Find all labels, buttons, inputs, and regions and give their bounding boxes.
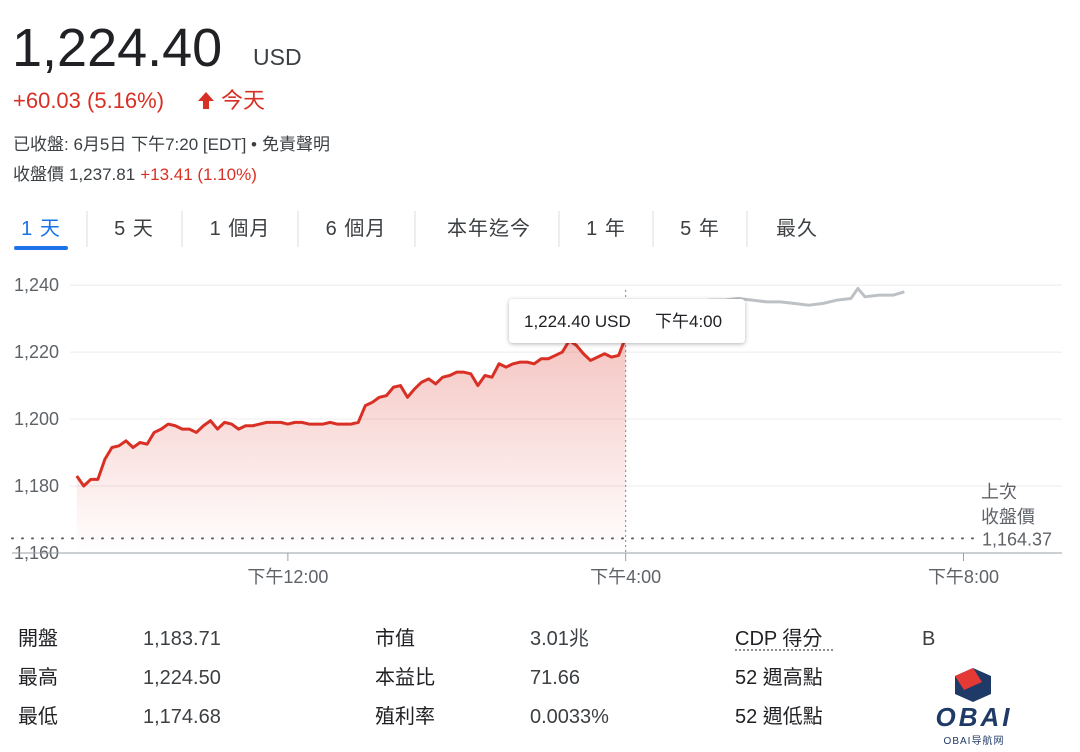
range-tab[interactable]: 5 天: [114, 218, 154, 240]
stat-value: B: [922, 628, 935, 650]
price: 1,224.40: [12, 18, 222, 78]
stat-label: 開盤: [18, 627, 58, 650]
tooltip-time: 下午4:00: [655, 312, 722, 331]
y-tick-label: 1,200: [14, 409, 59, 429]
range-tabs: 1 天 5 天 1 個月 6 個月 本年迄今 1 年 5 年 最久: [14, 211, 818, 250]
watermark-logo: OBAI OBAI导航网: [936, 668, 1013, 747]
x-tick-label: 下午4:00: [590, 567, 661, 587]
key-stats: 開盤 1,183.71 市值 3.01兆 CDP 得分 B 最高 1,224.50 本益比 71.…: [18, 627, 935, 728]
previous-close-value-bg: [978, 526, 1062, 551]
stat-label: 殖利率: [375, 705, 435, 728]
tooltip-price: 1,224.40 USD: [524, 312, 631, 331]
market-status: 已收盤: 6月5日 下午7:20 [EDT] • 免責聲明: [13, 135, 330, 154]
range-tab[interactable]: 最久: [776, 217, 818, 240]
stat-value: 1,174.68: [143, 706, 221, 728]
down-arrow-icon: [198, 92, 214, 109]
price-line: [75, 336, 628, 488]
status-text: 已收盤: 6月5日 下午7:20 [EDT] •: [13, 135, 257, 154]
stat-value: 71.66: [530, 667, 580, 689]
range-tab[interactable]: 本年迄今: [447, 217, 531, 240]
range-tab[interactable]: 1 個月: [210, 217, 271, 240]
stat-label[interactable]: CDP 得分: [735, 627, 822, 650]
y-tick-label: 1,180: [14, 476, 59, 496]
previous-close-label: 上次: [981, 482, 1017, 502]
previous-close-value: 1,164.37: [982, 529, 1052, 549]
after-hours-change: +13.41 (1.10%): [140, 165, 257, 184]
y-tick-label: 1,220: [14, 342, 59, 362]
watermark-subtext: OBAI导航网: [944, 734, 1005, 747]
previous-close-label: 收盤價: [981, 507, 1035, 527]
stat-label: 最高: [18, 666, 58, 689]
after-hours-label: 收盤價: [13, 165, 64, 184]
stat-label: 最低: [18, 705, 58, 728]
disclaimer-link[interactable]: 免責聲明: [262, 135, 330, 154]
stat-value: 0.0033%: [530, 706, 609, 728]
period: 今天: [221, 88, 265, 113]
selected-tab-indicator: [14, 246, 68, 250]
range-tab[interactable]: 5 年: [680, 217, 720, 240]
currency: USD: [253, 44, 302, 70]
watermark-text: OBAI: [936, 702, 1013, 732]
stat-value: 1,224.50: [143, 667, 221, 689]
stat-label: 52 週低點: [735, 705, 823, 728]
tooltip-box: [509, 299, 745, 343]
after-hours: 收盤價 1,237.81 +13.41 (1.10%): [13, 165, 257, 184]
stat-value: 3.01兆: [530, 627, 589, 650]
x-tick-label: 下午8:00: [928, 567, 999, 587]
range-tab[interactable]: 1 年: [586, 217, 626, 240]
stat-label: 市值: [375, 627, 415, 650]
price-change: +60.03 (5.16%): [13, 88, 164, 113]
after-hours-price: 1,237.81: [69, 165, 135, 184]
y-tick-label: 1,240: [14, 275, 59, 295]
range-tab[interactable]: 1 天: [21, 218, 61, 240]
range-tab[interactable]: 6 個月: [326, 217, 387, 240]
x-tick-label: 下午12:00: [247, 567, 328, 587]
stat-value: 1,183.71: [143, 628, 221, 650]
stat-label: 本益比: [375, 666, 435, 689]
area-fill: [76, 337, 626, 553]
logo-cube-face: [955, 668, 982, 690]
stat-label: 52 週高點: [735, 666, 823, 689]
